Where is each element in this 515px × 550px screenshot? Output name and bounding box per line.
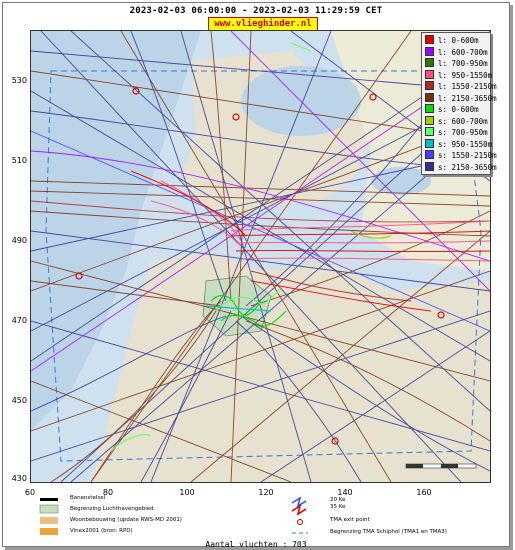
legend-item: s: 2150-3650m [425,161,497,172]
legend-swatch [425,46,434,56]
y-tick-label: 490 [11,236,27,245]
altitude-legend: l: 0-600m l: 600-700m l: 700-950m l: 950… [421,32,497,175]
y-tick-label: 450 [11,396,27,405]
legend-item: l: 0-600m [425,35,479,45]
legend-swatch [425,58,434,67]
vinex-label: Vinex2001 (bron: RPD) [70,528,133,534]
legend-item: l: 700-950m [425,58,488,68]
runway-label: Banenstelsel [70,495,106,501]
legend-swatch [425,69,434,79]
time-range-title: 2023-02-03 06:00:00 - 2023-02-03 11:29:5… [129,6,383,16]
x-tick-label: 60 [24,488,36,497]
legend-item: l: 950-1550m [425,69,492,80]
legend-item: s: 600-700m [425,115,488,126]
legend-swatch [425,104,434,113]
map-canvas [31,31,490,482]
x-tick-label: 120 [258,488,274,497]
ke35-label: 35 Ke [330,504,346,510]
legend-swatch [425,81,434,90]
y-tick-label: 470 [11,316,27,325]
legend-item: s: 700-950m [425,127,488,137]
legend-swatch [425,115,434,125]
legend-item: s: 950-1550m [425,138,492,149]
flight-count: Aantal vluchten : 703 [205,540,307,549]
airport-boundary-label: Begrenzing Luchthavengebied [70,506,154,512]
legend-item: l: 1550-2150m [425,81,497,91]
scale-bar [405,463,477,469]
legend-swatch [425,127,434,136]
x-tick-label: 140 [337,488,353,497]
y-tick-label: 430 [11,474,27,483]
x-tick-label: 160 [416,488,432,497]
legend-swatch [425,35,434,44]
map-key-symbols [39,497,308,535]
x-tick-label: 100 [179,488,195,497]
flight-track-map [30,30,491,483]
legend-swatch [425,138,434,148]
legend-swatch [425,92,434,102]
map-key: Banenstelsel Begrenzing Luchthavengebied… [30,495,489,542]
ke20-label: 20 Ke [330,497,346,503]
legend-item: l: 2150-3650m [425,92,497,103]
x-tick-label: 80 [102,488,114,497]
tma-exit-label: TMA exit point [330,517,370,523]
legend-item: l: 600-700m [425,46,488,57]
housing-label: Woonbebouwing (update RWS-MD 2001) [70,517,182,523]
legend-swatch [425,150,434,159]
y-tick-label: 530 [11,76,27,85]
legend-item: s: 1550-2150m [425,150,497,160]
legend-swatch [425,161,434,171]
legend-item: s: 0-600m [425,104,479,114]
tma-boundary-label: Begrenzing TMA Schiphol (TMA1 en TMA3) [330,529,447,535]
y-tick-label: 510 [11,156,27,165]
